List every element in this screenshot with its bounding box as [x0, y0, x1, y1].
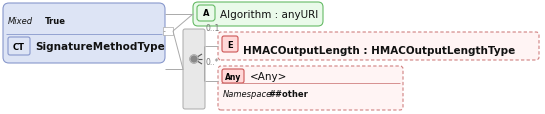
FancyBboxPatch shape [197, 6, 215, 22]
Text: 0..1: 0..1 [205, 24, 220, 33]
Text: 0..*: 0..* [205, 57, 219, 66]
Text: SignatureMethodType: SignatureMethodType [35, 42, 165, 52]
FancyBboxPatch shape [183, 30, 205, 109]
FancyBboxPatch shape [3, 4, 165, 63]
Circle shape [190, 56, 198, 63]
FancyBboxPatch shape [193, 3, 323, 27]
Text: Algorithm : anyURI: Algorithm : anyURI [220, 10, 318, 20]
FancyBboxPatch shape [218, 33, 539, 60]
Text: Mixed: Mixed [8, 17, 33, 26]
Text: A: A [203, 9, 209, 18]
FancyBboxPatch shape [222, 37, 238, 53]
Text: CT: CT [13, 42, 25, 51]
Bar [163, 28, 173, 36]
Text: E: E [227, 40, 233, 49]
Text: Namespace: Namespace [223, 90, 272, 99]
Text: HMACOutputLength : HMACOutputLengthType: HMACOutputLength : HMACOutputLengthType [243, 46, 515, 56]
Text: ##other: ##other [268, 90, 308, 99]
FancyBboxPatch shape [222, 69, 244, 83]
Text: True: True [45, 17, 66, 26]
Text: <Any>: <Any> [250, 71, 287, 81]
Text: Any: Any [225, 72, 241, 81]
FancyBboxPatch shape [8, 38, 30, 56]
FancyBboxPatch shape [218, 66, 403, 110]
